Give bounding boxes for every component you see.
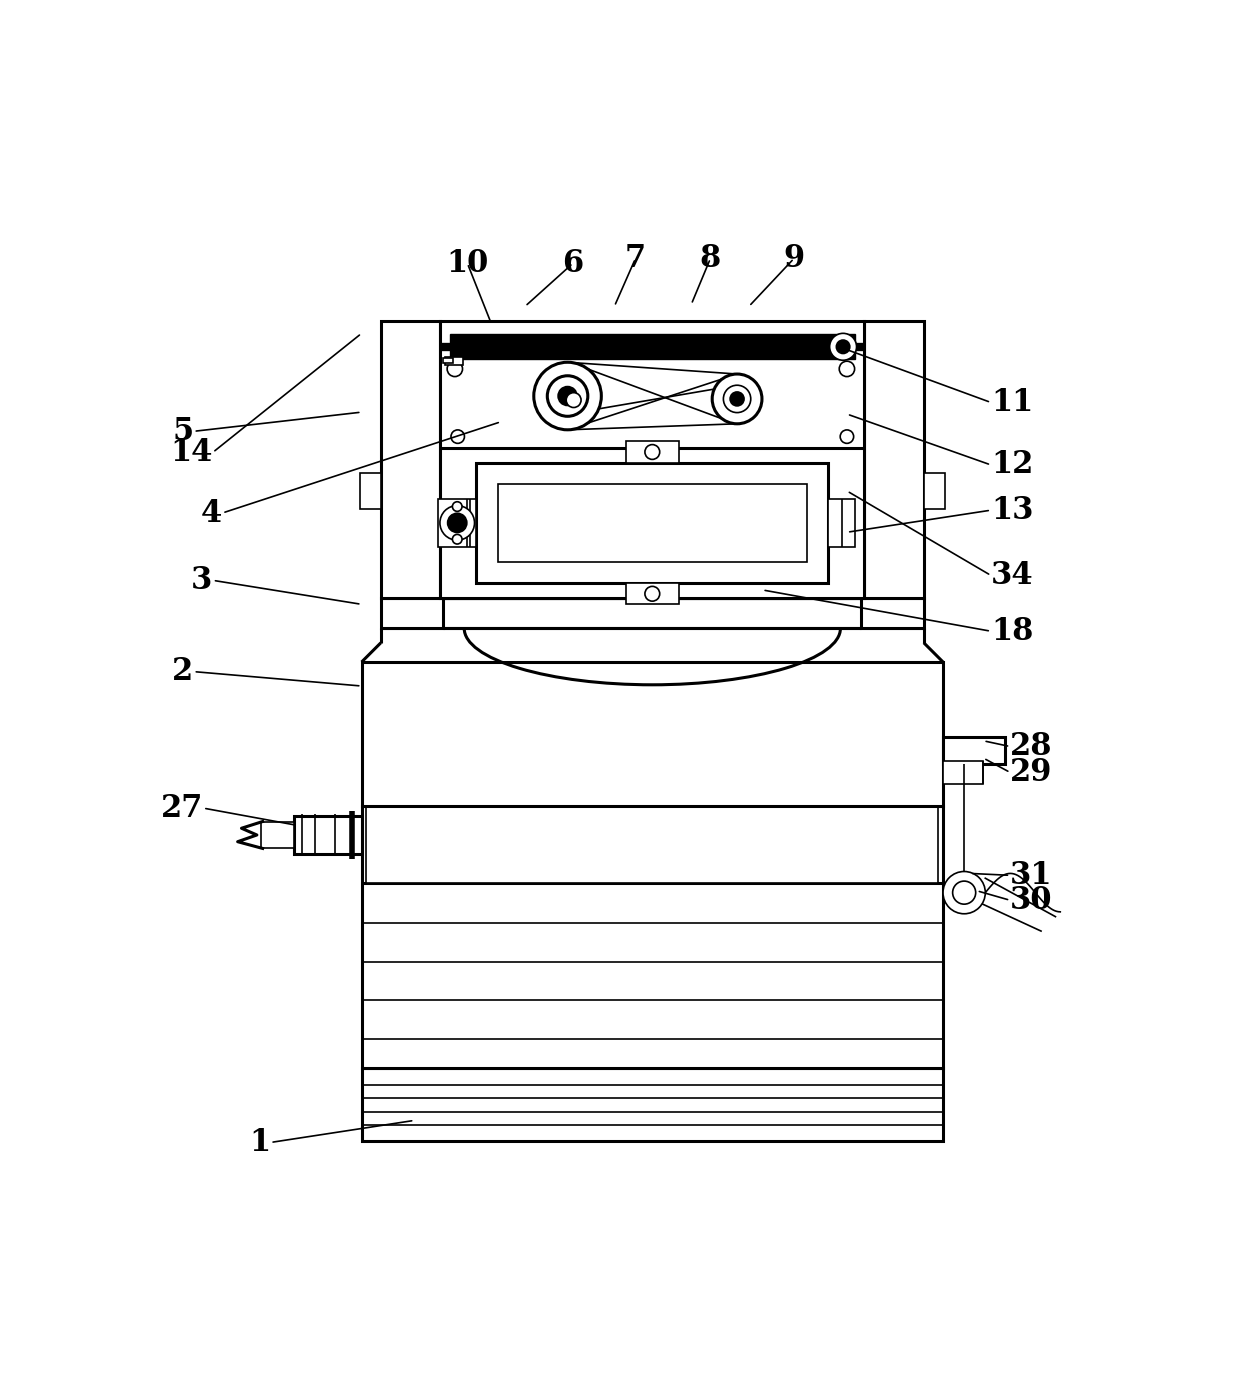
Bar (294, 816, 362, 854)
Circle shape (730, 393, 744, 406)
Bar (438, 499, 476, 546)
Text: 18: 18 (991, 616, 1033, 646)
Circle shape (440, 506, 475, 540)
Bar (862, 598, 924, 628)
Text: 30: 30 (1011, 885, 1053, 915)
Bar (362, 1068, 942, 1140)
Text: 28: 28 (1011, 731, 1053, 761)
Text: 6: 6 (563, 248, 584, 279)
Bar (626, 583, 678, 605)
Circle shape (533, 362, 601, 430)
Circle shape (448, 513, 466, 533)
Bar (381, 598, 444, 628)
Bar (444, 358, 453, 363)
Text: 34: 34 (991, 560, 1034, 591)
Bar (260, 821, 294, 849)
Circle shape (942, 871, 986, 914)
Bar (367, 806, 939, 884)
Bar (942, 736, 1006, 764)
Bar (450, 334, 854, 359)
Circle shape (558, 387, 577, 405)
Circle shape (836, 340, 849, 354)
Bar (497, 484, 807, 562)
Text: 3: 3 (191, 565, 213, 596)
Circle shape (448, 361, 463, 377)
Circle shape (712, 374, 761, 424)
Circle shape (841, 430, 853, 444)
Text: 31: 31 (1011, 860, 1053, 890)
Circle shape (645, 587, 660, 601)
Bar (942, 761, 983, 784)
Bar (476, 463, 828, 583)
Text: 11: 11 (991, 387, 1033, 417)
Circle shape (453, 502, 463, 512)
Text: 27: 27 (161, 792, 203, 824)
Bar (864, 320, 924, 598)
Circle shape (547, 376, 588, 416)
Text: 4: 4 (201, 498, 222, 528)
Circle shape (451, 430, 465, 444)
Text: 12: 12 (991, 449, 1033, 480)
Bar (626, 441, 678, 463)
Text: 14: 14 (170, 437, 213, 467)
Circle shape (839, 361, 854, 377)
Text: 2: 2 (172, 656, 193, 687)
Circle shape (567, 393, 582, 408)
Circle shape (723, 386, 750, 412)
Text: 8: 8 (699, 243, 722, 273)
Text: 5: 5 (172, 416, 193, 447)
Text: 10: 10 (446, 248, 489, 279)
Text: 29: 29 (1011, 757, 1053, 788)
Circle shape (952, 881, 976, 904)
Bar (440, 320, 864, 598)
Circle shape (830, 333, 857, 361)
Bar (360, 473, 381, 509)
Text: 9: 9 (784, 243, 805, 273)
Bar (445, 358, 463, 365)
Bar (362, 662, 942, 806)
Text: 1: 1 (249, 1128, 270, 1158)
Circle shape (453, 534, 463, 544)
Bar (828, 499, 856, 546)
Circle shape (645, 445, 660, 459)
Bar (362, 806, 942, 1068)
Text: 13: 13 (991, 495, 1034, 526)
Bar (381, 320, 440, 598)
Bar (924, 473, 945, 509)
Text: 7: 7 (625, 243, 646, 273)
